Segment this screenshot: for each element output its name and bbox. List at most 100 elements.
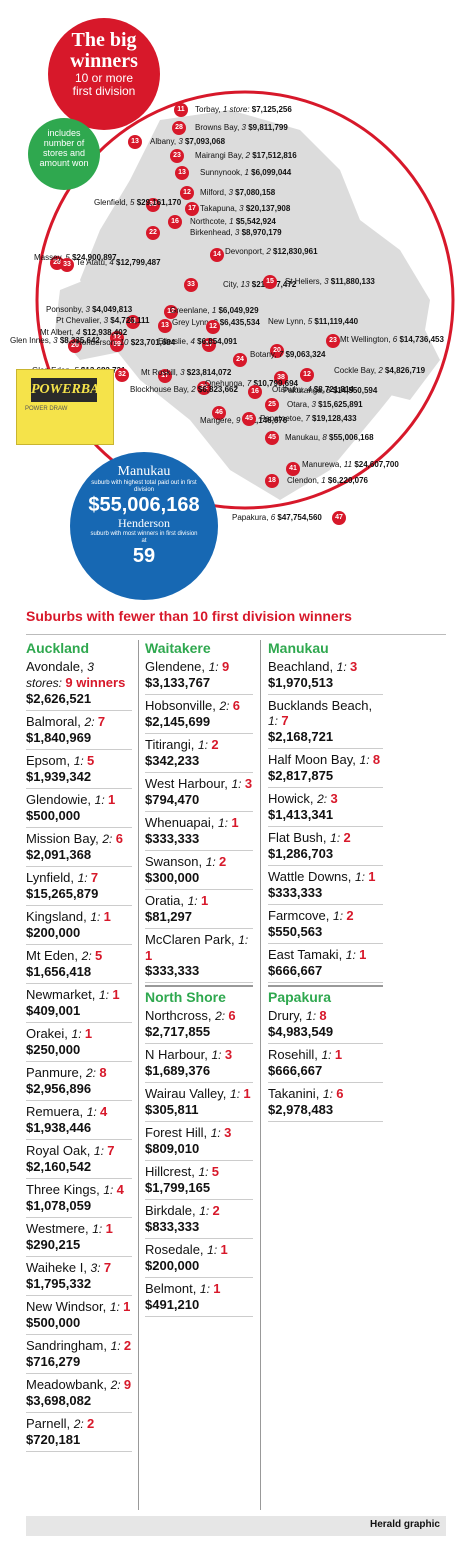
top-suburb-value: $55,006,168 bbox=[88, 494, 200, 516]
suburb-entry: Farmcove, 1: 2 $550,563 bbox=[268, 905, 383, 944]
suburb-entry: Newmarket, 1: 1 $409,001 bbox=[26, 984, 132, 1023]
column-divider bbox=[260, 640, 261, 1510]
map-suburb-label: Sunnynook, 1 $6,099,044 bbox=[200, 168, 292, 177]
suburb-entry: Wattle Downs, 1: 1 $333,333 bbox=[268, 866, 383, 905]
suburb-entry: Wairau Valley, 1: 1 $305,811 bbox=[145, 1083, 253, 1122]
map-pin: 26 bbox=[68, 339, 82, 353]
suburb-entry: East Tamaki, 1: 1 $666,667 bbox=[268, 944, 383, 983]
suburb-entry: Rosedale, 1: 1 $200,000 bbox=[145, 1239, 253, 1278]
map-suburb-label: Browns Bay, 3 $9,811,799 bbox=[195, 123, 288, 132]
suburb-entry: McClaren Park, 1: 1 $333,333 bbox=[145, 929, 253, 983]
map-suburb-label: St Heliers, 3 $11,880,133 bbox=[285, 277, 375, 286]
map-pin: 18 bbox=[265, 474, 279, 488]
column-divider bbox=[138, 640, 139, 1510]
suburb-entry: Panmure, 2: 8 $2,956,896 bbox=[26, 1062, 132, 1101]
most-winners-value: 59 bbox=[132, 545, 156, 567]
column-waitakere-northshore: Waitakere Glendene, 1: 9 $3,133,767 Hobsonv… bbox=[145, 640, 253, 1317]
map-suburb-label: New Lynn, 5 $11,119,440 bbox=[268, 317, 359, 326]
region-heading: Manukau bbox=[268, 640, 329, 656]
suburb-entry: Beachland, 1: 3 $1,970,513 bbox=[268, 656, 383, 695]
map-suburb-label: Glenfield, 5 $29,161,170 bbox=[94, 198, 182, 207]
map-suburb-label: Otahuhu, 4 $8,721,814 bbox=[272, 385, 354, 394]
map-pin: 47 bbox=[332, 511, 346, 525]
suburb-entry: Glendene, 1: 9 $3,133,767 bbox=[145, 656, 253, 695]
suburb-entry: Northcross, 2: 6 $2,717,855 bbox=[145, 1005, 253, 1044]
map-pin: 17 bbox=[158, 369, 172, 383]
powerball-logo: POWERBALL bbox=[31, 378, 113, 402]
map-suburb-label: Albany, 3 $7,093,068 bbox=[150, 137, 226, 146]
map-pin: 20 bbox=[270, 344, 284, 358]
map-pin: 38 bbox=[274, 371, 288, 385]
suburb-entry: Avondale, 3 stores: 9 winners $2,626,521 bbox=[26, 656, 132, 711]
map-suburb-label: Massey, 5 $24,900,897 bbox=[34, 253, 117, 262]
stores-note-bubble: includes number of stores and amount won bbox=[28, 118, 100, 190]
map-pin: 17 bbox=[202, 338, 216, 352]
map-suburb-label: Otara, 3 $15,625,891 bbox=[287, 400, 363, 409]
map-pin: 24 bbox=[233, 353, 247, 367]
map-suburb-label: Onehunga, 7 $10,799,694 bbox=[205, 379, 298, 388]
map-suburb-label: Mt Roskill, 3 $23,814,072 bbox=[141, 368, 232, 377]
map-suburb-label: Ellerslie, 4 $6,854,091 bbox=[158, 337, 238, 346]
suburb-entry: Forest Hill, 1: 3 $809,010 bbox=[145, 1122, 253, 1161]
top-suburb-name: Manukau bbox=[117, 464, 171, 479]
map-suburb-label: Manurewa, 11 $24,607,700 bbox=[302, 460, 399, 469]
map-suburb-label: Pt Chevalier, 3 $4,726,111 bbox=[56, 316, 150, 325]
suburb-entry: Whenuapai, 1: 1 $333,333 bbox=[145, 812, 253, 851]
map-pin: 14 bbox=[210, 248, 224, 262]
map-suburb-label: Devonport, 2 $12,830,961 bbox=[225, 247, 318, 256]
title-bubble: The big winners 10 or more first divisio… bbox=[48, 18, 160, 130]
region-heading: Waitakere bbox=[145, 640, 211, 656]
suburb-entry: Takanini, 1: 6 $2,978,483 bbox=[268, 1083, 383, 1122]
map-suburb-label: Birkenhead, 3 $8,970,179 bbox=[190, 228, 282, 237]
map-pin: 12 bbox=[206, 320, 220, 334]
suburb-entry: Orakei, 1: 1 $250,000 bbox=[26, 1023, 132, 1062]
map-suburb-label: Mairangi Bay, 2 $17,512,816 bbox=[195, 151, 297, 160]
map-suburb-label: Glen Innes, 3 $8,335,642 bbox=[10, 336, 100, 345]
region-heading: North Shore bbox=[145, 985, 253, 1005]
column-manukau-papakura: Manukau Beachland, 1: 3 $1,970,513 Buckland… bbox=[268, 640, 383, 1122]
map-suburb-label: Manukau, 8 $55,006,168 bbox=[285, 433, 374, 442]
map-pin: 13 bbox=[128, 135, 142, 149]
suburb-entry: Meadowbank, 2: 9 $3,698,082 bbox=[26, 1374, 132, 1413]
suburb-entry: Waiheke I, 3: 7 $1,795,332 bbox=[26, 1257, 132, 1296]
map-suburb-label: Torbay, 1 store: $7,125,256 bbox=[195, 105, 292, 114]
suburb-entry: Parnell, 2: 2 $720,181 bbox=[26, 1413, 132, 1452]
suburb-entry: Three Kings, 1: 4 $1,078,059 bbox=[26, 1179, 132, 1218]
suburb-entry: Sandringham, 1: 2 $716,279 bbox=[26, 1335, 132, 1374]
suburb-entry: West Harbour, 1: 3 $794,470 bbox=[145, 773, 253, 812]
suburb-entry: Westmere, 1: 1 $290,215 bbox=[26, 1218, 132, 1257]
map-suburb-label: Greenlane, 1 $6,049,929 bbox=[170, 306, 259, 315]
map-pin: 32 bbox=[115, 368, 129, 382]
suburb-entry: Hillcrest, 1: 5 $1,799,165 bbox=[145, 1161, 253, 1200]
map-pin: 59 bbox=[110, 338, 124, 352]
map-suburb-label: Mt Albert, 4 $12,938,402 bbox=[40, 328, 128, 337]
suburb-entry: Half Moon Bay, 1: 8 $2,817,875 bbox=[268, 749, 383, 788]
suburb-entry: Lynfield, 1: 7 $15,265,879 bbox=[26, 867, 132, 906]
suburb-entry: Mission Bay, 2: 6 $2,091,368 bbox=[26, 828, 132, 867]
suburb-entry: Oratia, 1: 1 $81,297 bbox=[145, 890, 253, 929]
map-pin: 23 bbox=[170, 149, 184, 163]
map-pin: 11 bbox=[126, 315, 140, 329]
suburb-entry: Bucklands Beach, 1: 7 $2,168,721 bbox=[268, 695, 383, 749]
map-pin: 17 bbox=[185, 202, 199, 216]
map-pin: 16 bbox=[248, 385, 262, 399]
map-pin: 46 bbox=[212, 406, 226, 420]
title-line2: winners bbox=[70, 50, 138, 72]
suburb-entry: Howick, 2: 3 $1,413,341 bbox=[268, 788, 383, 827]
suburb-entry: Swanson, 1: 2 $300,000 bbox=[145, 851, 253, 890]
suburb-entry: Royal Oak, 1: 7 $2,160,542 bbox=[26, 1140, 132, 1179]
map-pin: 13 bbox=[158, 319, 172, 333]
map-suburb-label: Mangere, 9 $32,146,676 bbox=[200, 416, 288, 425]
stores-note: includes number of stores and amount won bbox=[39, 128, 89, 168]
map-suburb-label: Papakura, 6 $47,754,560 bbox=[232, 513, 322, 522]
suburb-entry: Birkdale, 1: 2 $833,333 bbox=[145, 1200, 253, 1239]
map-suburb-label: Milford, 3 $7,080,158 bbox=[200, 188, 276, 197]
map-pin: 12 bbox=[300, 368, 314, 382]
map-pin: 23 bbox=[326, 334, 340, 348]
section-rule bbox=[26, 634, 446, 635]
title-line4: first division bbox=[72, 84, 136, 98]
map-pin: 38 bbox=[146, 198, 160, 212]
footer-credit: Herald graphic bbox=[369, 1519, 440, 1530]
section-title: Suburbs with fewer than 10 first divisio… bbox=[26, 608, 352, 624]
map-pin: 41 bbox=[286, 462, 300, 476]
